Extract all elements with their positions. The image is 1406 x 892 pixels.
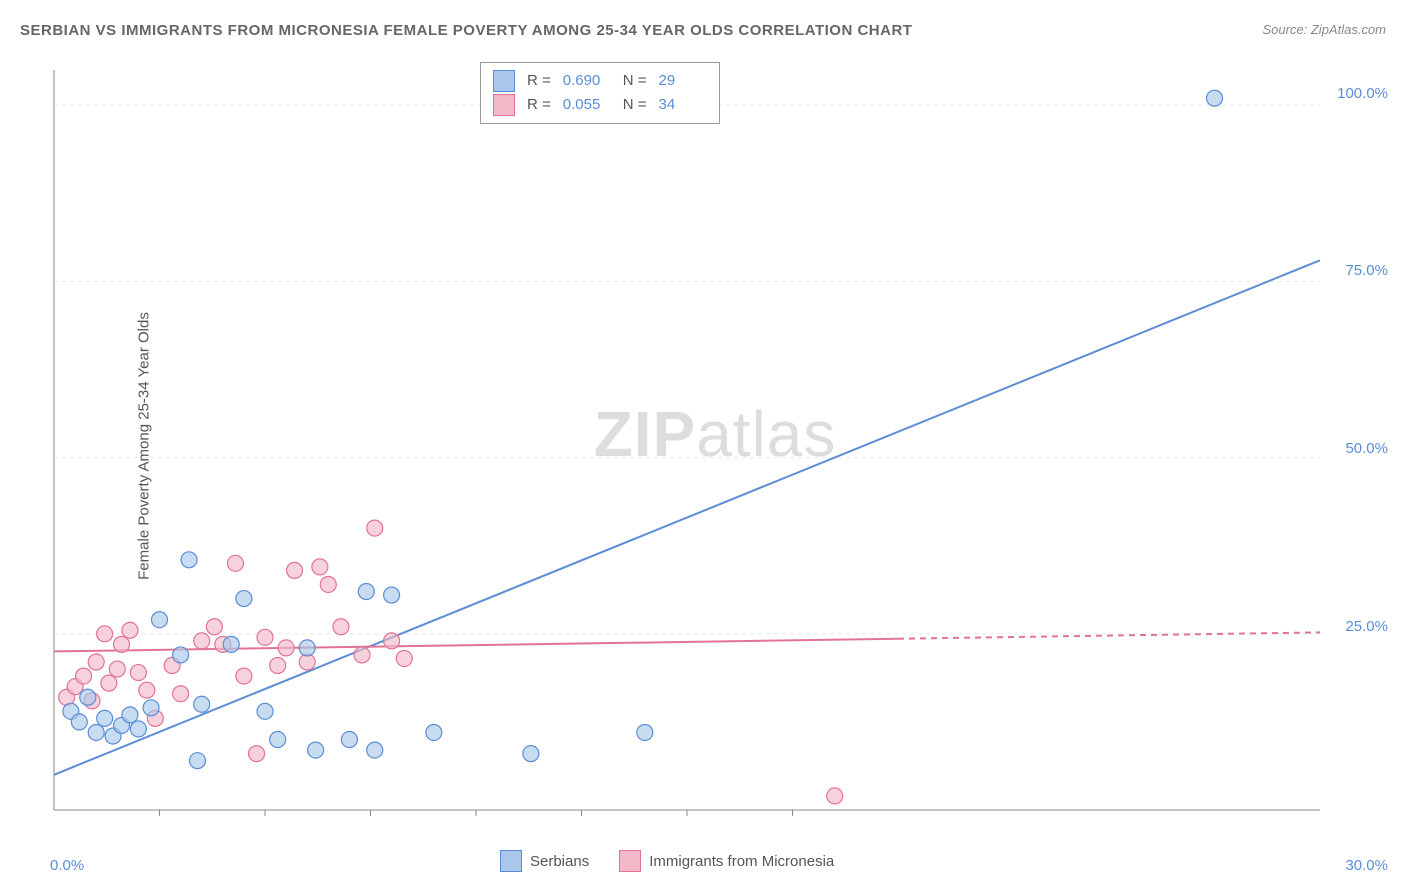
ytick-100: 100.0% — [1337, 85, 1388, 102]
swatch-serbians — [493, 70, 515, 92]
legend-swatch-serbians — [500, 850, 522, 872]
n-label-1: N = — [623, 69, 647, 93]
chart-svg — [50, 60, 1380, 840]
r-value-serbians: 0.690 — [563, 69, 611, 93]
r-label-2: R = — [527, 93, 551, 117]
chart-container: SERBIAN VS IMMIGRANTS FROM MICRONESIA FE… — [0, 0, 1406, 892]
source-attribution: Source: ZipAtlas.com — [1262, 22, 1386, 37]
stats-row-serbians: R = 0.690 N = 29 — [493, 69, 707, 93]
ytick-50: 50.0% — [1345, 440, 1388, 457]
r-label-1: R = — [527, 69, 551, 93]
legend-label-micronesia: Immigrants from Micronesia — [649, 853, 834, 870]
legend-item-micronesia: Immigrants from Micronesia — [619, 850, 834, 872]
ytick-75: 75.0% — [1345, 262, 1388, 279]
legend-label-serbians: Serbians — [530, 853, 589, 870]
n-value-serbians: 29 — [659, 69, 707, 93]
xtick-0: 0.0% — [50, 857, 84, 874]
plot-area: ZIPatlas — [50, 60, 1380, 840]
swatch-micronesia — [493, 94, 515, 116]
stats-legend: R = 0.690 N = 29 R = 0.055 N = 34 — [480, 62, 720, 124]
xtick-30: 30.0% — [1345, 857, 1388, 874]
legend-swatch-micronesia — [619, 850, 641, 872]
legend-item-serbians: Serbians — [500, 850, 589, 872]
ytick-25: 25.0% — [1345, 618, 1388, 635]
stats-row-micronesia: R = 0.055 N = 34 — [493, 93, 707, 117]
n-label-2: N = — [623, 93, 647, 117]
n-value-micronesia: 34 — [659, 93, 707, 117]
series-legend: Serbians Immigrants from Micronesia — [500, 850, 834, 872]
r-value-micronesia: 0.055 — [563, 93, 611, 117]
chart-title: SERBIAN VS IMMIGRANTS FROM MICRONESIA FE… — [20, 22, 912, 39]
